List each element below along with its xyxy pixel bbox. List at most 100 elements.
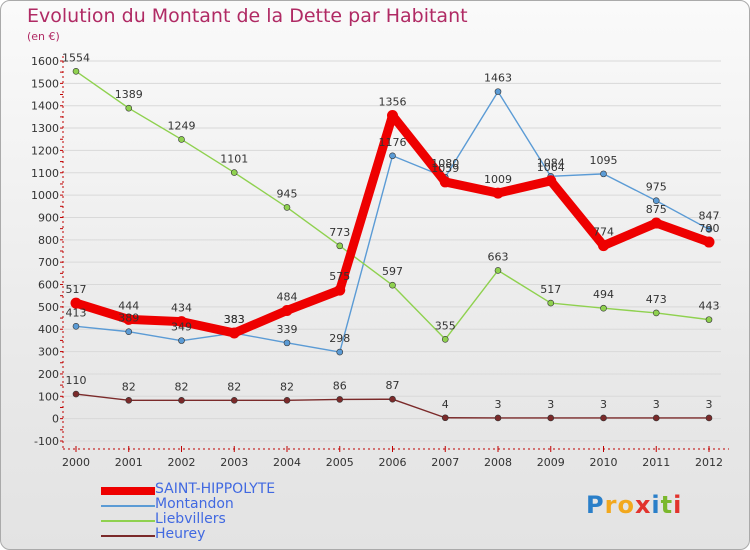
data-point — [283, 397, 291, 404]
x-tick-label: 2008 — [484, 456, 512, 469]
brand-logo: Proxiti — [586, 491, 682, 519]
data-point — [703, 236, 715, 248]
brand-letter: i — [673, 491, 683, 519]
legend-swatch — [101, 520, 155, 522]
data-point — [652, 309, 660, 317]
y-tick-label: 1500 — [31, 77, 59, 90]
data-label: 945 — [277, 187, 298, 200]
data-point — [336, 396, 344, 403]
data-point — [441, 414, 449, 422]
data-label: 1554 — [62, 51, 90, 64]
y-tick-label: 100 — [38, 390, 59, 403]
data-label: 389 — [118, 312, 139, 325]
y-tick-label: 400 — [38, 323, 59, 336]
data-label: 434 — [171, 302, 192, 315]
data-point — [72, 323, 80, 330]
y-tick-label: 1600 — [31, 55, 59, 68]
data-point — [545, 175, 557, 187]
data-label: 86 — [333, 379, 347, 392]
y-tick-label: 1100 — [31, 167, 59, 180]
y-tick-label: 1300 — [31, 122, 59, 135]
data-label: 4 — [442, 398, 449, 411]
data-label: 87 — [386, 379, 400, 392]
x-tick-label: 2002 — [168, 456, 196, 469]
data-point — [283, 339, 291, 347]
data-point — [176, 316, 187, 328]
legend-label: SAINT-HIPPOLYTE — [155, 481, 276, 497]
data-label: 790 — [699, 222, 720, 235]
data-point — [389, 152, 396, 160]
legend-label: Montandon — [155, 496, 234, 512]
data-label: 494 — [593, 288, 614, 301]
y-tick-label: 0 — [52, 413, 59, 426]
x-tick-label: 2003 — [220, 456, 248, 469]
brand-letter: i — [651, 491, 661, 519]
y-tick-label: 700 — [38, 256, 59, 269]
data-label: 339 — [277, 323, 298, 336]
data-point — [125, 104, 133, 112]
data-label: 82 — [175, 380, 189, 393]
x-tick-label: 2009 — [537, 456, 565, 469]
data-label: 443 — [699, 300, 720, 313]
data-label: 517 — [66, 283, 87, 296]
data-point — [492, 187, 504, 199]
legend-item: Liebvillers — [101, 511, 341, 528]
data-point — [336, 242, 344, 250]
x-tick-label: 2012 — [695, 456, 723, 469]
data-label: 484 — [277, 290, 298, 303]
series-layer — [70, 67, 715, 422]
data-label: 597 — [382, 265, 403, 278]
data-point — [283, 204, 291, 211]
data-point — [389, 281, 396, 289]
x-tick-label: 2005 — [326, 456, 354, 469]
data-point — [178, 337, 185, 344]
data-label: 517 — [540, 283, 561, 296]
y-tick-label: 200 — [38, 368, 59, 381]
data-point — [439, 176, 451, 188]
data-point — [494, 414, 502, 422]
legend-item: Heurey — [101, 526, 341, 543]
data-label: 1176 — [379, 136, 407, 149]
x-tick-label: 2006 — [379, 456, 407, 469]
x-tick-label: 2000 — [62, 456, 90, 469]
data-label: 773 — [329, 226, 350, 239]
data-label: 3 — [653, 398, 660, 411]
data-point — [600, 414, 607, 422]
data-label: 383 — [224, 313, 245, 326]
data-label: 1356 — [379, 96, 407, 109]
y-tick-label: -100 — [34, 435, 59, 448]
data-label: 82 — [227, 380, 241, 393]
y-tick-label: 1400 — [31, 100, 59, 113]
data-point — [123, 313, 135, 325]
data-label: 1249 — [168, 119, 196, 132]
data-label: 875 — [646, 203, 667, 216]
y-tick-label: 600 — [38, 279, 59, 292]
data-point — [178, 397, 185, 404]
data-point — [652, 414, 660, 422]
data-label: 1080 — [431, 157, 459, 170]
brand-letter: r — [604, 491, 618, 519]
data-point — [650, 217, 662, 229]
data-point — [705, 226, 713, 233]
data-label: 82 — [122, 380, 136, 393]
data-label: 774 — [593, 226, 614, 239]
data-point — [652, 197, 660, 205]
chart-unit-label: (en €) — [27, 30, 60, 43]
data-point — [72, 390, 80, 398]
brand-letter: P — [586, 491, 605, 519]
data-label: 1095 — [590, 154, 618, 167]
data-label: 383 — [224, 313, 245, 326]
axis-layer: -100 0 100 200 300 400 500 600 700 800 900 1000 1100… — [31, 55, 729, 469]
data-point — [389, 395, 396, 403]
data-point — [598, 240, 609, 252]
data-label: 1101 — [220, 153, 248, 166]
data-label: 1389 — [115, 88, 143, 101]
y-tick-label: 500 — [38, 301, 59, 314]
data-point — [334, 284, 346, 296]
data-label: 663 — [488, 250, 509, 263]
data-label: 82 — [280, 380, 294, 393]
data-label: 473 — [646, 293, 667, 306]
data-label: 1009 — [484, 173, 512, 186]
